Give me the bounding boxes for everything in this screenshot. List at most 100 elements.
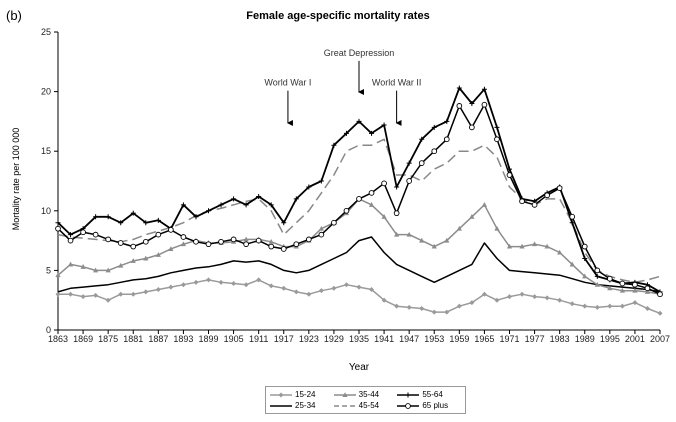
data-point	[456, 85, 462, 91]
data-point	[519, 198, 525, 205]
data-point	[155, 231, 162, 238]
x-tick-label: 1965	[474, 334, 494, 344]
x-tick-label: 1875	[98, 334, 118, 344]
x-tick-label: 1923	[299, 334, 319, 344]
data-point	[657, 291, 663, 298]
data-point	[306, 184, 312, 190]
data-point	[381, 213, 387, 219]
data-point	[607, 285, 613, 291]
data-point	[419, 306, 425, 312]
y-tick-label: 10	[41, 206, 51, 216]
x-tick-label: 2001	[625, 334, 645, 344]
data-point	[594, 281, 600, 287]
data-point	[481, 86, 487, 92]
data-point	[582, 273, 588, 279]
legend-marker	[278, 392, 284, 397]
series-15-24	[55, 277, 663, 316]
data-point	[205, 241, 212, 248]
data-point	[582, 303, 588, 309]
data-point	[281, 220, 287, 226]
data-point	[519, 243, 525, 249]
data-point	[431, 148, 438, 155]
data-point	[544, 243, 550, 249]
data-point	[456, 103, 463, 109]
data-point	[657, 310, 663, 316]
data-point	[356, 196, 362, 202]
data-point	[92, 231, 99, 238]
legend-marker	[342, 391, 348, 397]
data-point	[569, 261, 575, 267]
series-65-plus	[55, 101, 663, 298]
data-point	[419, 237, 425, 243]
data-point	[105, 214, 111, 220]
data-point	[105, 236, 112, 243]
data-point	[494, 124, 500, 130]
data-point	[193, 214, 199, 220]
data-point	[80, 294, 86, 300]
x-tick-label: 1917	[274, 334, 294, 344]
data-point	[306, 291, 312, 297]
data-point	[243, 282, 249, 288]
data-point	[231, 281, 237, 287]
panel-label: (b)	[6, 8, 22, 23]
data-point	[281, 285, 287, 291]
data-point	[130, 210, 136, 216]
data-point	[619, 280, 626, 287]
data-point	[93, 267, 99, 273]
legend-label: 45-54	[358, 401, 380, 410]
data-point	[431, 243, 437, 249]
data-point	[155, 217, 161, 223]
data-point	[481, 202, 488, 207]
data-point	[305, 236, 312, 243]
data-point	[243, 241, 249, 248]
data-point	[55, 220, 61, 226]
data-point	[93, 214, 99, 220]
data-point	[444, 309, 450, 315]
data-point	[381, 122, 387, 128]
legend-label: 35-44	[358, 390, 380, 399]
data-point	[293, 241, 300, 248]
data-point	[118, 220, 124, 226]
data-point	[68, 232, 74, 238]
data-point	[130, 258, 136, 263]
data-point	[431, 309, 437, 315]
x-tick-label: 1989	[575, 334, 595, 344]
data-point	[469, 300, 475, 306]
legend-item: 65 plus	[397, 400, 461, 411]
data-point	[557, 249, 563, 255]
data-point	[67, 237, 74, 244]
x-tick-label: 2007	[650, 334, 670, 344]
data-point	[394, 184, 400, 190]
data-point	[469, 213, 475, 219]
data-point	[180, 202, 186, 208]
data-point	[343, 207, 350, 214]
data-point	[206, 208, 211, 214]
data-point	[293, 196, 299, 202]
annotation-label: Great Depression	[324, 48, 395, 58]
data-point	[456, 225, 462, 231]
data-point	[218, 202, 224, 208]
data-point	[318, 288, 324, 294]
data-point	[268, 202, 274, 208]
x-tick-label: 1869	[73, 334, 93, 344]
data-point	[155, 286, 161, 292]
data-point	[55, 225, 61, 232]
data-point	[406, 178, 413, 184]
chart-title: Female age-specific mortality rates	[246, 10, 430, 22]
x-tick-label: 1929	[324, 334, 344, 344]
data-point	[193, 279, 199, 285]
data-point	[318, 231, 325, 238]
legend-swatch	[397, 392, 420, 397]
series-line-25-34	[57, 236, 661, 293]
data-point	[118, 262, 124, 268]
data-point	[381, 297, 387, 303]
data-point	[394, 231, 400, 237]
data-point	[268, 238, 274, 244]
data-point	[519, 291, 525, 297]
x-axis-label: Year	[348, 362, 370, 373]
x-tick-label: 1935	[349, 334, 369, 344]
data-point	[544, 295, 550, 301]
data-point	[556, 185, 563, 192]
data-point	[55, 272, 61, 278]
data-point	[243, 236, 249, 242]
